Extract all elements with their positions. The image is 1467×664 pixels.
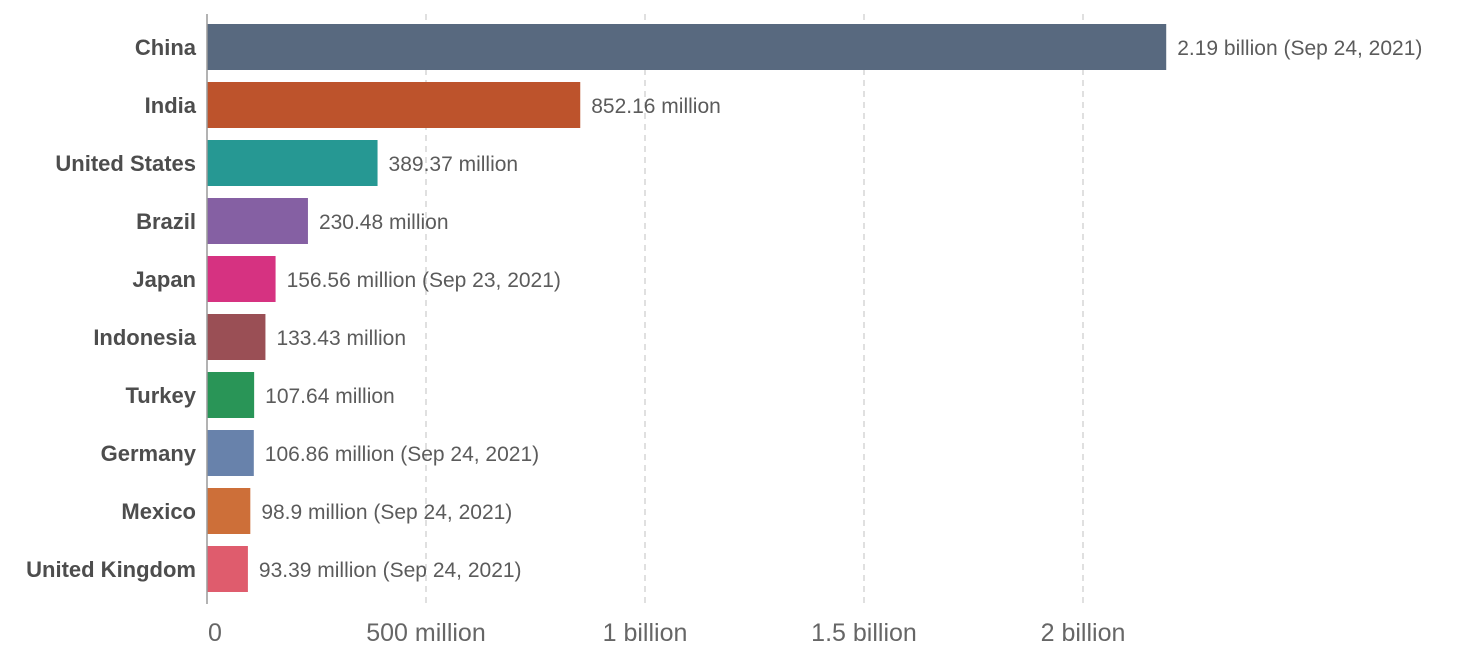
value-label: 93.39 million (Sep 24, 2021)	[259, 559, 522, 582]
value-label: 230.48 million	[319, 211, 449, 234]
value-label: 107.64 million	[265, 385, 395, 408]
value-label: 2.19 billion (Sep 24, 2021)	[1177, 37, 1422, 60]
value-label: 156.56 million (Sep 23, 2021)	[287, 269, 561, 292]
bar-indonesia[interactable]	[207, 314, 266, 360]
category-label: United States	[55, 151, 196, 176]
x-axis-tick-labels: 0 500 million 1 billion 1.5 billion 2 billio…	[208, 619, 1125, 647]
category-label: Japan	[132, 267, 196, 292]
value-label: 133.43 million	[276, 327, 406, 350]
category-label: United Kingdom	[26, 557, 196, 582]
bar-layer	[207, 24, 1167, 592]
category-label: Indonesia	[93, 325, 196, 350]
bar-japan[interactable]	[207, 256, 276, 302]
bar-india[interactable]	[207, 82, 581, 128]
value-label: 98.9 million (Sep 24, 2021)	[261, 501, 512, 524]
category-labels: China India United States Brazil Japan Indone…	[26, 35, 197, 582]
category-label: Germany	[101, 441, 197, 466]
category-label: China	[135, 35, 197, 60]
bar-germany[interactable]	[207, 430, 254, 476]
x-tick-label: 1 billion	[603, 619, 688, 647]
category-label: Brazil	[136, 209, 196, 234]
category-label: India	[145, 93, 197, 118]
category-label: Turkey	[125, 383, 196, 408]
x-tick-label: 1.5 billion	[811, 619, 917, 647]
value-label: 389.37 million	[389, 153, 519, 176]
bar-brazil[interactable]	[207, 198, 308, 244]
bar-mexico[interactable]	[207, 488, 251, 534]
x-tick-label: 2 billion	[1041, 619, 1126, 647]
value-label: 106.86 million (Sep 24, 2021)	[265, 443, 539, 466]
value-label: 852.16 million	[591, 95, 721, 118]
bar-turkey[interactable]	[207, 372, 255, 418]
bar-united-kingdom[interactable]	[207, 546, 248, 592]
category-label: Mexico	[121, 499, 196, 524]
bar-united-states[interactable]	[207, 140, 378, 186]
x-tick-label: 500 million	[366, 619, 486, 647]
x-tick-label: 0	[208, 619, 222, 647]
bar-china[interactable]	[207, 24, 1167, 70]
value-labels: 2.19 billion (Sep 24, 2021) 852.16 millio…	[259, 37, 1422, 582]
